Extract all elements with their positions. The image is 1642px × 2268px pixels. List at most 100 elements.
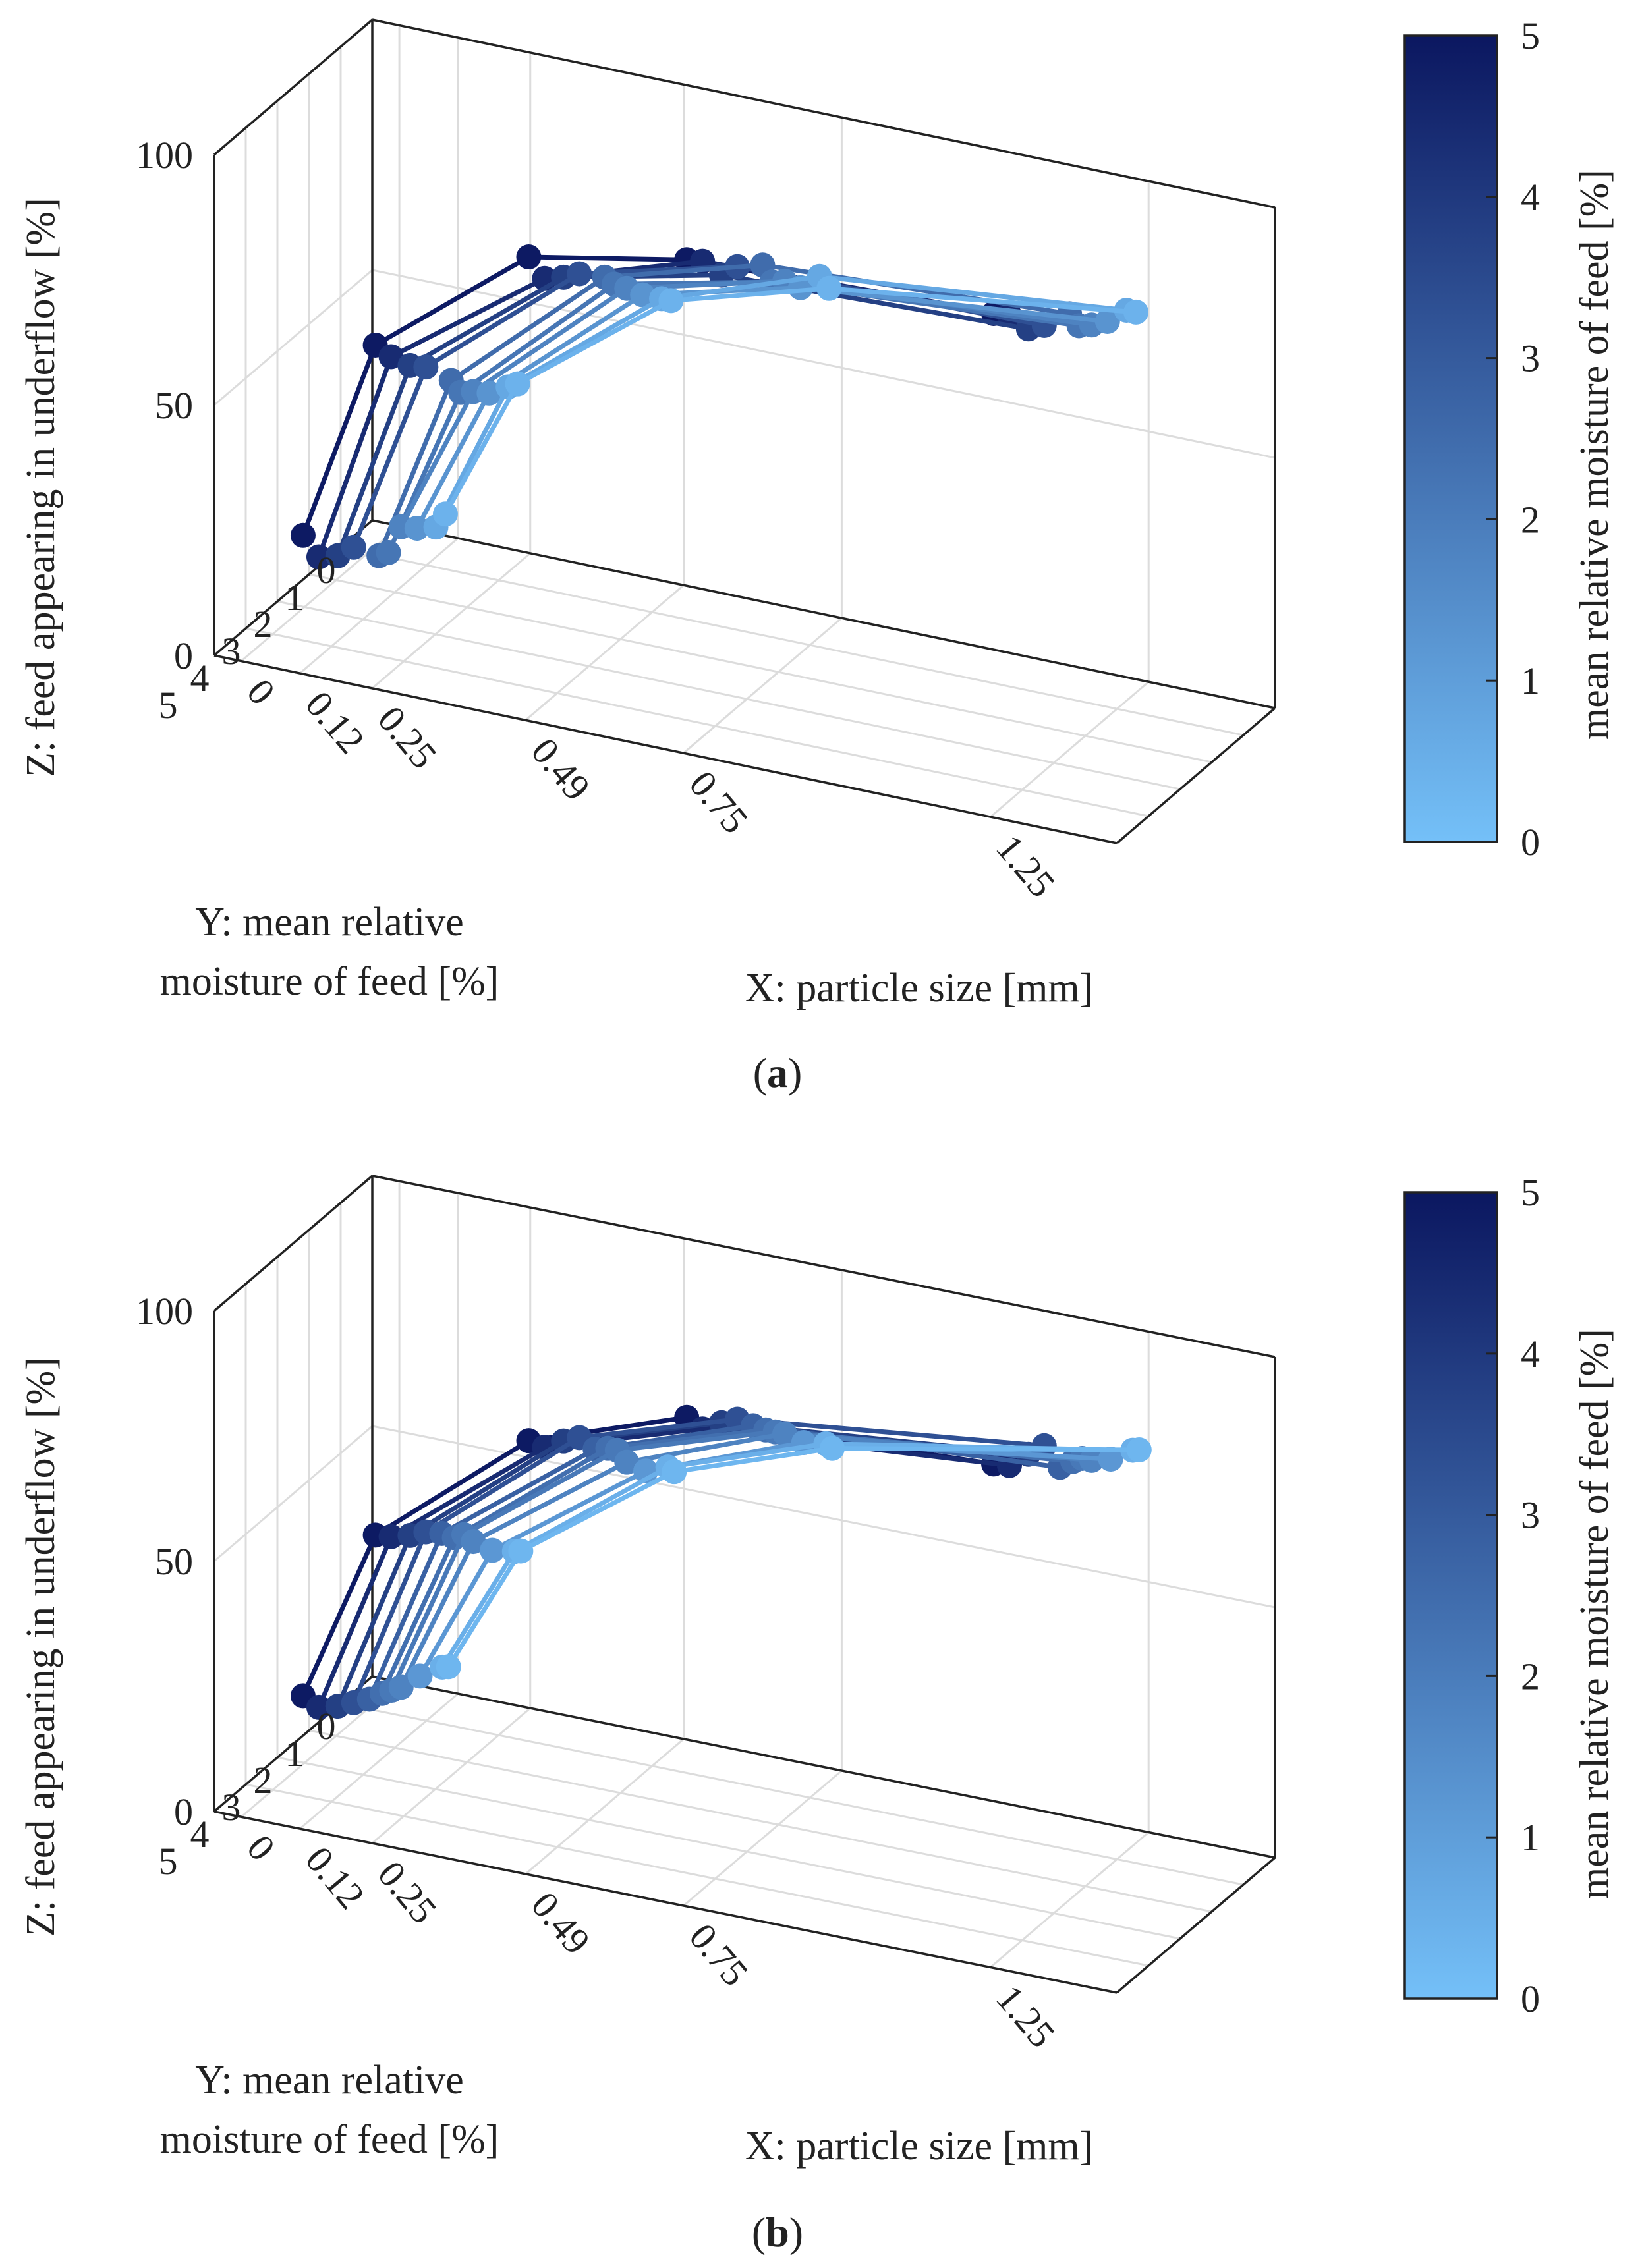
axes-b — [213, 1175, 1276, 1994]
data-point-a-7-2 — [630, 282, 656, 308]
colorbar-tick-label-b-5: 5 — [1521, 1171, 1540, 1214]
data-point-a-7-1 — [476, 380, 502, 406]
colorbar-label-a: mean relative moisture of feed [%] — [1572, 169, 1617, 740]
grid-y-floor-1 — [340, 546, 1244, 736]
grid-y-floor-2 — [308, 573, 1212, 763]
grid-z-wall-1 — [213, 269, 373, 406]
data-point-a-3-1 — [413, 354, 439, 380]
z-tick-label-b-0: 0 — [174, 1790, 193, 1833]
colorbar-gradient-a — [1403, 34, 1498, 843]
data-point-b-8-1 — [480, 1537, 505, 1563]
colorbar-tick-label-b-1: 1 — [1521, 1816, 1540, 1859]
data-point-a-7-4 — [1094, 309, 1120, 334]
panel-label-b: (b) — [752, 2209, 803, 2255]
data-point-b-7-0 — [388, 1674, 414, 1700]
data-point-b-10-2 — [662, 1459, 687, 1485]
grid-x-floor-5 — [990, 680, 1150, 818]
y-tick-label-b-0: 0 — [317, 1705, 336, 1748]
x-tick-label-a-1: 0.12 — [297, 683, 373, 762]
data-point-b-8-0 — [407, 1663, 433, 1689]
grid-y-floor-4 — [245, 627, 1149, 817]
y-tick-label-a-1: 1 — [285, 576, 304, 619]
x-tick-label-b-4: 0.75 — [681, 1916, 756, 1995]
z-tick-label-a-0: 0 — [174, 634, 193, 677]
grid-x-floor-3 — [524, 584, 685, 721]
x-tick-label-b-1: 0.12 — [297, 1839, 373, 1918]
box-edge-0 — [372, 1675, 1276, 1859]
y-axis-label-line2-b: moisture of feed [%] — [160, 2117, 499, 2162]
y-tick-label-b-4: 4 — [190, 1813, 210, 1856]
grid-x-floor-2 — [371, 1707, 531, 1844]
data-point-a-3-0 — [341, 534, 366, 560]
x-tick-label-a-4: 0.75 — [681, 763, 756, 842]
x-axis-label-a: X: particle size [mm] — [745, 966, 1094, 1010]
z-axis-label-a: Z: feed appearing in underflow [%] — [18, 198, 63, 777]
data-point-a-1-0 — [306, 544, 331, 570]
data-point-b-10-3 — [820, 1435, 845, 1461]
box-edge-5 — [372, 1175, 1276, 1358]
data-point-a-3-2 — [567, 261, 592, 287]
data-point-a-7-0 — [404, 515, 430, 541]
y-tick-label-b-2: 2 — [254, 1759, 273, 1802]
data-point-b-3-4 — [1031, 1433, 1057, 1458]
x-tick-label-a-5: 1.25 — [988, 827, 1063, 906]
colorbar-tick-label-a-1: 1 — [1521, 659, 1540, 702]
data-point-a-0-0 — [290, 522, 316, 548]
z-axis-label-b: Z: feed appearing in underflow [%] — [18, 1357, 63, 1937]
box-edge-0 — [372, 519, 1276, 709]
grid-x-floor-3 — [524, 1738, 685, 1875]
data-point-b-7-2 — [614, 1449, 640, 1475]
data-point-a-9-1 — [505, 371, 530, 397]
box-edge-5 — [372, 18, 1276, 209]
box-edge-4 — [1116, 707, 1276, 844]
axes-a — [213, 18, 1276, 844]
z-tick-label-a-2: 100 — [136, 134, 193, 177]
x-tick-label-a-2: 0.25 — [370, 698, 445, 777]
z-tick-label-b-1: 50 — [155, 1540, 193, 1583]
colorbar-tick-label-b-4: 4 — [1521, 1333, 1540, 1375]
y-axis-label-line1-b: Y: mean relative — [195, 2058, 463, 2103]
y-tick-label-a-0: 0 — [317, 549, 336, 592]
x-tick-label-b-5: 1.25 — [988, 1977, 1063, 2056]
grid-x-floor-1 — [299, 537, 459, 675]
box-edge-8 — [213, 18, 374, 156]
y-tick-label-a-2: 2 — [254, 603, 273, 646]
grid-y-floor-2 — [308, 1729, 1212, 1913]
x-tick-label-b-0: 0 — [239, 1827, 283, 1869]
y-tick-label-a-5: 5 — [159, 684, 178, 727]
colorbar-tick-label-a-5: 5 — [1521, 14, 1540, 57]
x-tick-label-a-3: 0.49 — [523, 730, 599, 809]
data-point-a-5-0 — [376, 539, 401, 565]
colorbar-b: 0 1 2 3 4 5 — [1403, 1171, 1540, 2020]
data-point-a-0-2 — [516, 244, 542, 270]
data-point-a-1-1 — [378, 344, 404, 370]
grid-y-floor-3 — [277, 600, 1181, 790]
colorbar-tick-label-a-0: 0 — [1521, 821, 1540, 864]
grid-y-floor-4 — [245, 1783, 1149, 1967]
y-tick-label-b-5: 5 — [159, 1840, 178, 1883]
colorbar-a: 0 1 2 3 4 5 — [1403, 14, 1540, 864]
grid-x-floor-4 — [683, 1769, 843, 1907]
grid-x-floor-4 — [683, 617, 843, 754]
series-group-a — [290, 244, 1148, 570]
data-point-a-9-2 — [658, 288, 684, 314]
box-edge-8 — [213, 1175, 374, 1312]
grid-z-back-1 — [372, 1425, 1276, 1609]
grid-z-wall-1 — [213, 1425, 373, 1563]
colorbar-tick-label-b-0: 0 — [1521, 1978, 1540, 2020]
data-point-b-7-1 — [461, 1529, 486, 1555]
data-point-b-10-4 — [1126, 1437, 1152, 1462]
colorbar-tick-label-b-3: 3 — [1521, 1494, 1540, 1537]
colorbar-tick-label-a-2: 2 — [1521, 498, 1540, 541]
colorbar-tick-label-a-4: 4 — [1521, 176, 1540, 219]
x-tick-label-b-3: 0.49 — [523, 1883, 599, 1962]
data-point-b-10-0 — [436, 1654, 461, 1680]
data-point-a-9-4 — [1123, 299, 1148, 325]
data-point-a-9-3 — [816, 275, 842, 301]
y-axis-label-line1-a: Y: mean relative — [195, 900, 463, 945]
